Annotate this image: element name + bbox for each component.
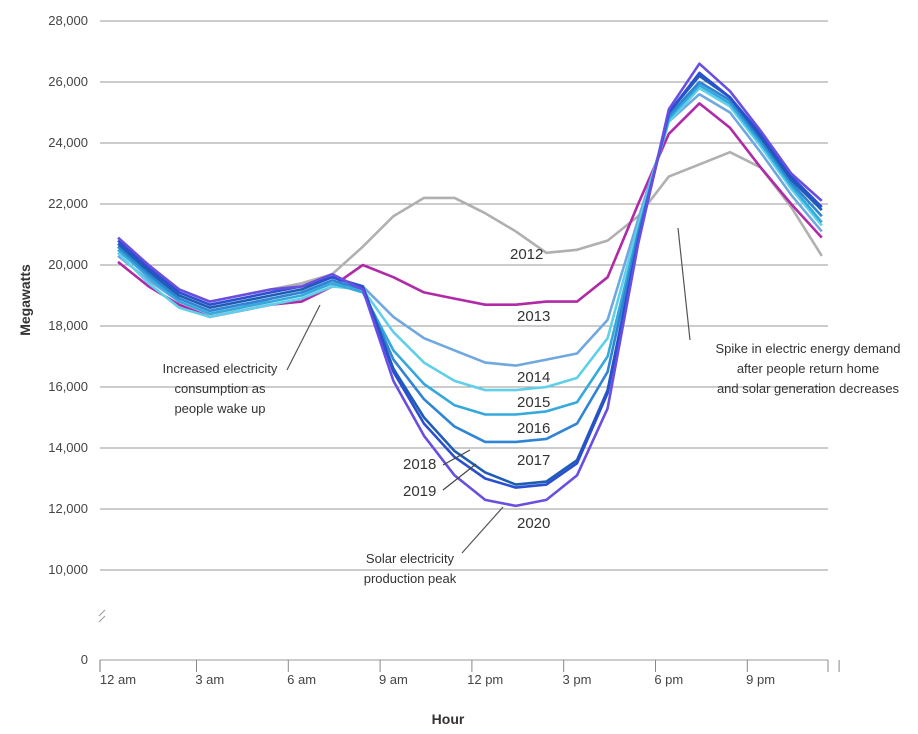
annotation-line: people wake up [174, 401, 265, 416]
series-lines [117, 62, 823, 508]
label-leader-2019 [442, 463, 477, 491]
axis-break-mark [98, 609, 106, 623]
series-label-2020: 2020 [517, 515, 550, 532]
x-tick-label: 6 am [287, 672, 316, 687]
annotation-line: Spike in electric energy demand [716, 341, 901, 356]
series-line-2019 [117, 71, 823, 489]
series-label-2017: 2017 [517, 452, 550, 469]
annotation-line: Solar electricity [366, 551, 455, 566]
y-tick-label: 12,000 [48, 501, 88, 516]
label-leader-2018 [442, 449, 471, 466]
y-tick-label: 10,000 [48, 562, 88, 577]
annotation-leader-spike [677, 227, 691, 341]
x-tick-label: 3 am [195, 672, 224, 687]
y-tick-label: 18,000 [48, 318, 88, 333]
annotation-line: and solar generation decreases [717, 381, 900, 396]
x-tick-label: 6 pm [654, 672, 683, 687]
annotation-line: production peak [364, 571, 457, 586]
y-tick-label: 20,000 [48, 257, 88, 272]
series-line-2018 [117, 74, 823, 486]
series-line-2014 [117, 92, 823, 367]
y-axis-break [98, 609, 106, 623]
series-label-2019: 2019 [403, 483, 436, 500]
annotation-leader-peak [461, 506, 504, 554]
y-axis-ticks: 0 10,000 12,000 14,000 16,000 18,000 20,000 22,… [48, 13, 88, 667]
series-label-2015: 2015 [517, 394, 550, 411]
series-label-2012: 2012 [510, 246, 543, 263]
x-tick-label: 3 pm [563, 672, 592, 687]
x-axis-ticks: 12 am 3 am 6 am 9 am 12 pm 3 pm 6 pm 9 pm [99, 660, 840, 687]
series-label-2018: 2018 [403, 456, 436, 473]
x-tick-label: 9 pm [746, 672, 775, 687]
x-tick-label: 9 am [379, 672, 408, 687]
series-label-2013: 2013 [517, 308, 550, 325]
y-tick-label: 24,000 [48, 135, 88, 150]
series-line-2020 [117, 62, 823, 508]
annotation-peak: Solar electricity production peak [364, 551, 457, 586]
y-tick-label: 14,000 [48, 440, 88, 455]
series-line-2015 [117, 86, 823, 392]
series-line-2017 [117, 80, 823, 444]
annotation-spike: Spike in electric energy demand after peo… [716, 341, 901, 396]
series-line-2012 [117, 150, 823, 303]
y-tick-label: 28,000 [48, 13, 88, 28]
series-line-2016 [117, 83, 823, 416]
annotation-line: after people return home [737, 361, 879, 376]
annotation-line: consumption as [174, 381, 266, 396]
series-label-2014: 2014 [517, 369, 550, 386]
annotation-leader-wake [286, 304, 321, 371]
y-axis-title: Megawatts [17, 264, 33, 336]
y-tick-label: 26,000 [48, 74, 88, 89]
series-line-2013 [117, 102, 823, 319]
annotation-line: Increased electricity [163, 361, 278, 376]
annotations: Increased electricity consumption as peopl… [163, 227, 901, 586]
annotation-wake: Increased electricity consumption as peopl… [163, 361, 278, 416]
y-tick-label: 16,000 [48, 379, 88, 394]
y-tick-label: 0 [81, 652, 88, 667]
series-year-labels: 2012 2013 2014 2015 2016 2017 2018 2019 2020 [403, 246, 550, 532]
y-tick-label: 22,000 [48, 196, 88, 211]
x-axis-title: Hour [432, 711, 465, 727]
x-tick-label: 12 pm [467, 672, 503, 687]
x-tick-label: 12 am [100, 672, 136, 687]
series-label-2016: 2016 [517, 420, 550, 437]
